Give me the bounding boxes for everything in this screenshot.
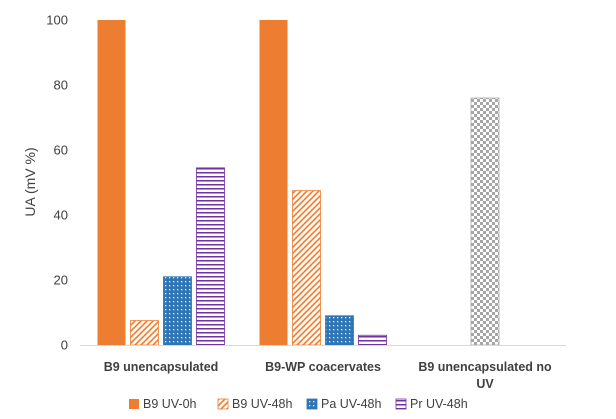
legend-label: B9 UV-48h: [232, 397, 293, 411]
y-tick-label: 40: [54, 208, 68, 223]
bar-series-0-cat-1: [259, 20, 288, 345]
legend-label: B9 UV-0h: [143, 397, 197, 411]
y-tick-label: 100: [46, 13, 68, 28]
bar-series-1-cat-1: [292, 190, 321, 346]
bar-series-0-cat-0: [97, 20, 126, 345]
bar-series-4-cat-2: [470, 97, 500, 346]
y-tick-label: 60: [54, 143, 68, 158]
y-tick-label: 80: [54, 78, 68, 93]
category-label: UV: [476, 377, 494, 391]
y-axis-title: UA (mV %): [22, 147, 38, 216]
bar-series-1-cat-0: [130, 320, 159, 346]
legend-swatch: [129, 399, 139, 409]
legend-label: Pr UV-48h: [410, 397, 468, 411]
bar-series-3-cat-0: [196, 167, 225, 346]
category-label: B9-WP coacervates: [265, 360, 381, 374]
legend: B9 UV-0h B9 UV-48h Pa UV-48h Pr UV-48h: [129, 397, 468, 411]
y-tick-label: 20: [54, 273, 68, 288]
y-tick-label: 0: [61, 338, 68, 353]
bar-series-2-cat-1: [325, 315, 354, 346]
legend-swatch: [395, 398, 407, 410]
plot-area: [97, 20, 500, 346]
category-label: B9 unencapsulated no: [418, 360, 552, 374]
x-axis: B9 unencapsulated B9-WP coacervates B9 une…: [80, 345, 566, 391]
category-label: B9 unencapsulated: [104, 360, 219, 374]
legend-label: Pa UV-48h: [321, 397, 382, 411]
bar-series-2-cat-0: [163, 276, 192, 346]
y-axis: 0 20 40 60 80 100: [46, 13, 68, 353]
legend-swatch: [306, 398, 318, 410]
legend-swatch: [217, 398, 229, 410]
bar-series-3-cat-1: [358, 334, 387, 346]
